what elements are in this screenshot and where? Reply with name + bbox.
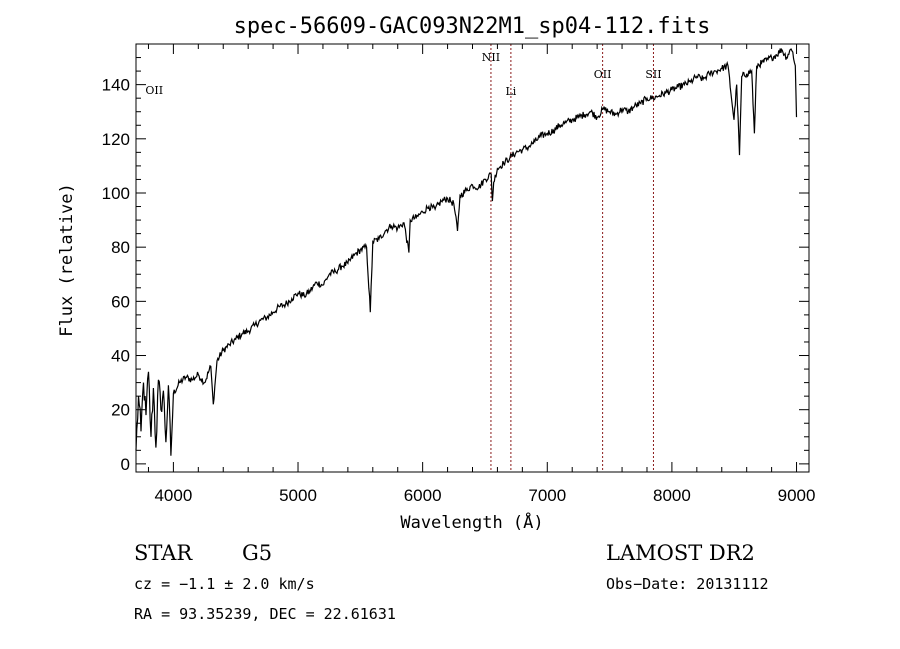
y-tick-label-80: 80 bbox=[111, 238, 130, 257]
spectrum-line bbox=[135, 47, 798, 456]
x-axis-ticks: 4000 5000 6000 7000 8000 9000 bbox=[147, 44, 816, 505]
y-tick-label-120: 120 bbox=[102, 130, 130, 149]
observation-date: Obs−Date: 20131112 bbox=[606, 575, 769, 593]
marker-label-oii-0: OII bbox=[145, 84, 163, 97]
y-tick-label-0: 0 bbox=[121, 455, 130, 474]
y-tick-label-40: 40 bbox=[111, 347, 130, 366]
plot-frame bbox=[135, 43, 810, 473]
marker-label-oii-3: OII bbox=[594, 68, 612, 81]
y-tick-label-140: 140 bbox=[102, 76, 130, 95]
marker-label-nii-1: NII bbox=[482, 51, 500, 64]
y-axis-ticks: 0 20 40 60 80 100 120 140 bbox=[102, 57, 809, 474]
chart-title: spec-56609-GAC093N22M1_sp04-112.fits bbox=[234, 14, 711, 39]
sky-coordinates: RA = 93.35239, DEC = 22.61631 bbox=[134, 605, 396, 623]
x-tick-label-9000: 9000 bbox=[778, 486, 816, 505]
x-tick-label-4000: 4000 bbox=[154, 486, 192, 505]
y-axis-label: Flux (relative) bbox=[57, 183, 77, 337]
x-tick-label-5000: 5000 bbox=[279, 486, 317, 505]
x-tick-label-8000: 8000 bbox=[653, 486, 691, 505]
y-tick-label-60: 60 bbox=[111, 292, 130, 311]
x-tick-label-6000: 6000 bbox=[404, 486, 442, 505]
survey-name: LAMOST DR2 bbox=[606, 541, 755, 565]
y-tick-label-20: 20 bbox=[111, 401, 130, 420]
redshift-velocity: cz = −1.1 ± 2.0 km/s bbox=[134, 575, 315, 593]
emission-line-markers: OII NII Li OII SII bbox=[145, 44, 662, 472]
marker-label-li-2: Li bbox=[505, 85, 516, 98]
marker-label-sii-4: SII bbox=[645, 68, 661, 81]
object-class: STAR bbox=[134, 541, 193, 565]
x-tick-label-7000: 7000 bbox=[528, 486, 566, 505]
x-axis-label: Wavelength (Å) bbox=[400, 511, 543, 533]
y-tick-label-100: 100 bbox=[102, 184, 130, 203]
object-subclass: G5 bbox=[242, 541, 272, 565]
